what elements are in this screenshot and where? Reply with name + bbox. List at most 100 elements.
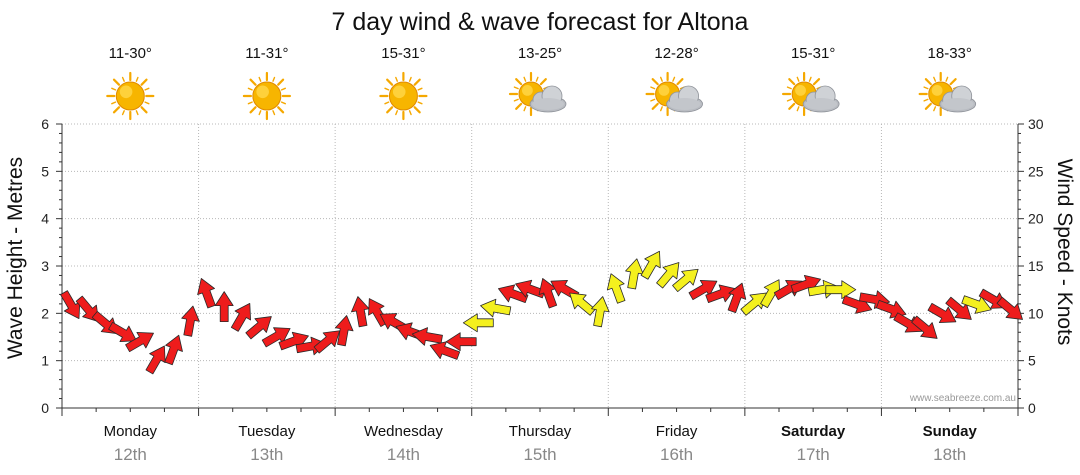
sun-highlight bbox=[795, 85, 806, 96]
wind-arrow bbox=[911, 315, 938, 339]
sun-ray bbox=[144, 87, 150, 91]
cloud-fill bbox=[668, 98, 701, 110]
sun-ray bbox=[417, 101, 423, 105]
sun-ray bbox=[258, 76, 262, 82]
sun-ray bbox=[140, 78, 148, 86]
wind-arrow bbox=[245, 316, 272, 340]
wind-arrow bbox=[606, 273, 626, 304]
sun-ray bbox=[513, 98, 519, 102]
sun-highlight bbox=[522, 85, 533, 96]
wind-arrow bbox=[108, 321, 137, 342]
cloud-fill bbox=[805, 98, 838, 110]
sun-ray bbox=[676, 78, 684, 86]
cloud bbox=[529, 85, 567, 113]
wind-arrow bbox=[740, 292, 767, 316]
y-tick-label: 5 bbox=[41, 163, 49, 179]
sun-ray bbox=[395, 110, 398, 116]
sun-ray bbox=[523, 106, 527, 112]
sun-ray bbox=[650, 86, 656, 90]
sun-ray bbox=[924, 102, 932, 110]
sun-icon bbox=[106, 71, 155, 121]
sun-ray bbox=[277, 78, 285, 86]
sun-ray bbox=[812, 78, 821, 86]
sun-ray bbox=[408, 110, 412, 116]
day-date: 17th bbox=[797, 445, 830, 464]
y-tick-label: 1 bbox=[41, 353, 49, 369]
cloud bbox=[802, 85, 840, 113]
sun-ray bbox=[112, 78, 121, 86]
partly-cloudy-icon bbox=[781, 71, 840, 117]
sun-ray bbox=[247, 87, 253, 91]
chart-title: 7 day wind & wave forecast for Altona bbox=[332, 8, 749, 36]
sun-ray bbox=[949, 78, 957, 86]
wind-arrow bbox=[672, 268, 699, 293]
sun-ray bbox=[515, 78, 523, 86]
sun-ray bbox=[515, 102, 523, 110]
sun-ray bbox=[277, 106, 285, 114]
weather-icons: 11-30° 11-31° 15-31° 13-25° 12-28° 15-31° 18-3… bbox=[106, 45, 977, 121]
sun-ray bbox=[272, 76, 276, 82]
temperature-range: 18-33° bbox=[928, 45, 972, 62]
day-date: 12th bbox=[114, 445, 147, 464]
y2-tick-label: 20 bbox=[1028, 211, 1044, 227]
sun-ray bbox=[786, 86, 792, 90]
day-date: 16th bbox=[660, 445, 693, 464]
sun-ray bbox=[535, 76, 539, 82]
day-name: Sunday bbox=[923, 423, 978, 440]
sun-ray bbox=[111, 101, 117, 105]
wind-arrow bbox=[125, 332, 154, 353]
y-tick-label: 3 bbox=[41, 258, 49, 274]
y2-tick-label: 0 bbox=[1028, 400, 1036, 416]
sun-ray bbox=[523, 76, 527, 82]
sun-ray bbox=[933, 76, 937, 82]
sun-ray bbox=[280, 87, 286, 91]
wind-arrow bbox=[351, 296, 370, 328]
y-tick-label: 2 bbox=[41, 305, 49, 321]
sun-ray bbox=[945, 76, 949, 82]
wind-arrow bbox=[591, 296, 610, 328]
gridlines bbox=[61, 123, 1019, 408]
cloud bbox=[666, 85, 703, 113]
y-axis-label: Wave Height - Metres bbox=[4, 157, 27, 359]
sun-ray bbox=[249, 106, 257, 114]
wind-arrow bbox=[480, 298, 512, 318]
sun-ray bbox=[651, 102, 659, 110]
sun-ray bbox=[788, 102, 796, 110]
day-name: Friday bbox=[656, 423, 698, 440]
sun-icon bbox=[242, 71, 291, 121]
wind-arrow bbox=[445, 332, 477, 352]
sun-ray bbox=[258, 110, 262, 116]
sun-ray bbox=[386, 106, 394, 114]
wind-arrow bbox=[893, 312, 923, 333]
day-name: Saturday bbox=[781, 423, 846, 440]
wind-arrow bbox=[197, 278, 216, 309]
sun-highlight bbox=[119, 85, 133, 99]
day-date: 14th bbox=[387, 445, 420, 464]
temperature-range: 11-31° bbox=[245, 45, 288, 62]
wind-arrows bbox=[60, 250, 1023, 375]
sun-ray bbox=[672, 76, 676, 82]
y2-axis-label: Wind Speed - Knots bbox=[1053, 159, 1076, 346]
sun-ray bbox=[272, 110, 276, 116]
sun-ray bbox=[808, 76, 812, 82]
sun-ray bbox=[796, 106, 800, 112]
y2-tick-label: 5 bbox=[1028, 353, 1036, 369]
wind-arrow bbox=[515, 279, 546, 299]
axes: 0 1 2 3 4 5 6 0 5 10 15 20 25 30 bbox=[41, 116, 1044, 416]
y-tick-label: 0 bbox=[41, 400, 49, 416]
sun-highlight bbox=[392, 85, 406, 99]
y-tick-label: 6 bbox=[41, 116, 49, 132]
day-name: Monday bbox=[104, 423, 158, 440]
temperature-range: 15-31° bbox=[381, 45, 425, 62]
day-date: 15th bbox=[523, 445, 556, 464]
partly-cloudy-icon bbox=[918, 71, 977, 117]
temperature-range: 13-25° bbox=[518, 45, 562, 62]
wind-arrow bbox=[825, 280, 857, 300]
sun-ray bbox=[417, 87, 423, 91]
sun-ray bbox=[111, 87, 117, 91]
cloud-fill bbox=[941, 98, 974, 110]
y2-tick-label: 25 bbox=[1028, 163, 1044, 179]
sun-ray bbox=[650, 98, 656, 102]
